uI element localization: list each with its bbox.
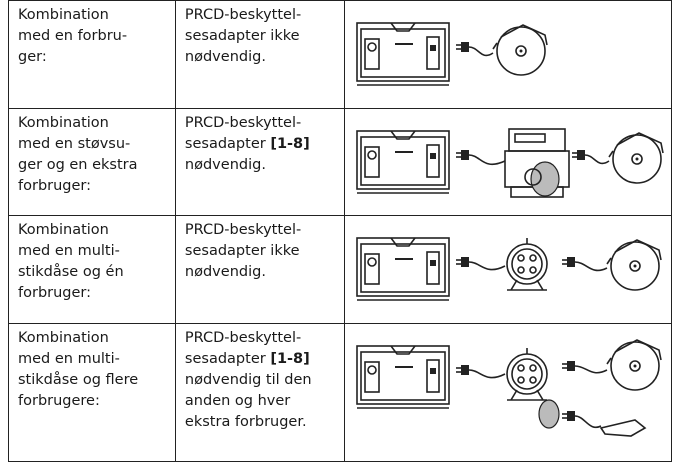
text-run: sesadapter xyxy=(184,136,271,152)
table-row: Kombination med en multi-stikdåse og fler… xyxy=(8,323,672,462)
text-run: PRCD-beskyttel- xyxy=(184,330,302,346)
table-row: Kombination med en støvsu-ger og en ekstr… xyxy=(8,108,672,216)
text-line: sesadapter ikke xyxy=(185,241,344,262)
illustration xyxy=(356,237,662,301)
text-line: nødvendig. xyxy=(185,155,344,176)
text-line: ekstra forbruger. xyxy=(185,412,344,433)
text-line: med en forbru- xyxy=(18,28,128,44)
text-line: PRCD-beskyttel- xyxy=(185,220,344,241)
text-run: PRCD-beskyttel- xyxy=(184,222,302,238)
table-row: Kombination med en forbru-ger: PRCD-beskyt… xyxy=(8,0,672,109)
text-line: PRCD-beskyttel- xyxy=(185,113,344,134)
text-run: sesadapter ikke xyxy=(184,28,300,44)
text-line: med en multi- xyxy=(18,351,120,367)
text-run: PRCD-beskyttel- xyxy=(184,7,302,23)
text-run: sesadapter ikke xyxy=(184,243,300,259)
requirement-cell: PRCD-beskyttel-sesadapter ikke nødvendig. xyxy=(174,215,346,324)
text-line: med en multi- xyxy=(18,243,120,259)
text-line: sesadapter ikke xyxy=(185,26,344,47)
text-line: Kombination xyxy=(18,115,109,131)
condition-cell: Kombination med en multi-stikdåse og én fo… xyxy=(8,215,176,324)
requirement-cell: PRCD-beskyttel-sesadapter ikke nødvendig. xyxy=(174,0,346,109)
reference: [1-8] xyxy=(270,351,310,367)
text-line: PRCD-beskyttel- xyxy=(185,5,344,26)
table-body: Kombination med en forbru-ger: PRCD-beskyt… xyxy=(8,0,672,462)
text-line: PRCD-beskyttel- xyxy=(185,328,344,349)
text-line: Kombination xyxy=(18,330,109,346)
text-line: nødvendig til den xyxy=(185,370,344,391)
text-line: sesadapter [1-8] xyxy=(185,134,344,155)
text-run: nødvendig. xyxy=(184,157,266,173)
text-line: forbruger: xyxy=(18,178,92,194)
text-line: nødvendig. xyxy=(185,262,344,283)
text-run: nødvendig. xyxy=(184,264,266,280)
condition-cell: Kombination med en forbru-ger: xyxy=(8,0,176,109)
text-run: sesadapter xyxy=(184,351,271,367)
illustration xyxy=(356,22,548,86)
table-row: Kombination med en multi-stikdåse og én fo… xyxy=(8,215,672,324)
text-line: ger: xyxy=(18,49,47,65)
illustration xyxy=(356,339,662,437)
condition-cell: Kombination med en støvsu-ger og en ekstr… xyxy=(8,108,176,216)
illustration-cell xyxy=(344,323,672,462)
text-line: forbruger: xyxy=(18,285,92,301)
text-line: Kombination xyxy=(18,7,109,23)
requirement-cell: PRCD-beskyttel-sesadapter [1-8] nødvendig… xyxy=(174,323,346,462)
requirement-cell: PRCD-beskyttel-sesadapter [1-8] nødvendig… xyxy=(174,108,346,216)
text-line: nødvendig. xyxy=(185,47,344,68)
text-line: med en støvsu- xyxy=(18,136,131,152)
text-run: PRCD-beskyttel- xyxy=(184,115,302,131)
text-line: sesadapter [1-8] xyxy=(185,349,344,370)
text-run: anden og hver xyxy=(184,393,291,409)
text-line: forbrugere: xyxy=(18,393,100,409)
illustration-cell xyxy=(344,108,672,216)
text-line: anden og hver xyxy=(185,391,344,412)
reference: [1-8] xyxy=(270,136,310,152)
text-line: Kombination xyxy=(18,222,109,238)
text-run: ekstra forbruger. xyxy=(184,414,307,430)
illustration-cell xyxy=(344,215,672,324)
condition-cell: Kombination med en multi-stikdåse og fler… xyxy=(8,323,176,462)
combination-table: Kombination med en forbru-ger: PRCD-beskyt… xyxy=(8,0,672,462)
text-line: ger og en ekstra xyxy=(18,157,138,173)
text-line: stikdåse og flere xyxy=(18,372,139,388)
illustration-cell xyxy=(344,0,672,109)
text-run: nødvendig til den xyxy=(184,372,312,388)
illustration xyxy=(356,128,664,198)
text-run: nødvendig. xyxy=(184,49,266,65)
text-line: stikdåse og én xyxy=(18,264,124,280)
